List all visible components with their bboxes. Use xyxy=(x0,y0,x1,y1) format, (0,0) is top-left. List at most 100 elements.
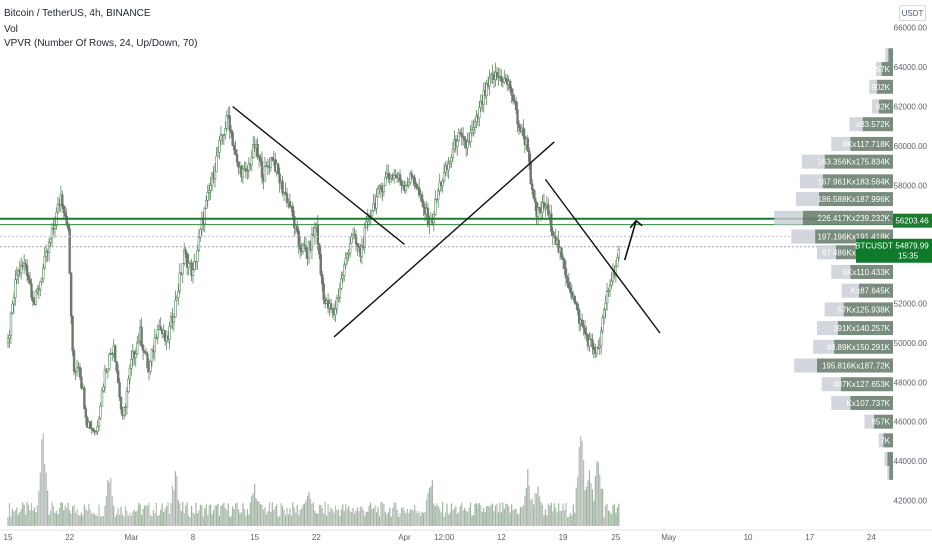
candle-body xyxy=(441,180,444,187)
volume-bar xyxy=(243,508,246,526)
candle-body xyxy=(387,173,390,178)
currency-unit-button[interactable]: USDT xyxy=(899,5,926,21)
candle-body xyxy=(316,224,320,245)
candle-body xyxy=(345,254,349,259)
volume-bar xyxy=(395,503,397,526)
volume-profile-bar xyxy=(818,192,893,207)
volume-bar xyxy=(575,487,577,526)
volume-bar xyxy=(114,516,116,526)
candle-body xyxy=(298,245,302,250)
time-axis-label: 12 xyxy=(497,533,506,542)
volume-bar xyxy=(530,500,532,526)
volume-bar xyxy=(425,499,428,526)
volume-bar xyxy=(403,511,406,526)
volume-bar xyxy=(440,512,442,526)
volume-bar xyxy=(474,503,476,526)
volume-profile-bar xyxy=(824,154,893,169)
volume-bar xyxy=(336,509,338,526)
candle-body xyxy=(335,298,339,310)
candle-body xyxy=(379,185,383,190)
candle-body xyxy=(174,299,177,318)
candle-body xyxy=(409,173,412,183)
volume-bar xyxy=(581,441,583,526)
volume-bar xyxy=(605,505,607,526)
volume-bar xyxy=(167,502,169,526)
volume-bar xyxy=(305,500,307,526)
candle-body xyxy=(61,194,64,207)
volume-bar xyxy=(540,501,542,526)
volume-bar xyxy=(221,504,223,526)
volume-bar xyxy=(556,512,558,526)
candle-body xyxy=(600,330,603,347)
volume-bar xyxy=(527,469,529,526)
volume-bar xyxy=(565,502,567,526)
price-axis-label: 62000.00 xyxy=(894,102,928,111)
volume-bar xyxy=(155,502,157,526)
volume-bar xyxy=(45,472,47,526)
candle-body xyxy=(591,339,594,348)
volume-bar xyxy=(130,515,132,526)
candle-body xyxy=(412,176,415,178)
volume-bar xyxy=(509,512,511,526)
volume-bar xyxy=(352,507,354,526)
time-axis-label: 10 xyxy=(744,533,753,542)
candle-body xyxy=(206,192,209,201)
candle-body xyxy=(207,190,211,193)
candle-body xyxy=(437,190,440,200)
volume-profile-bar xyxy=(850,136,893,151)
candle-body xyxy=(149,360,152,372)
symbol-title: Bitcoin / TetherUS, 4h, BINANCE xyxy=(4,8,151,19)
candle-body xyxy=(347,252,350,255)
candle-body xyxy=(235,153,239,163)
candle-body xyxy=(602,309,606,319)
volume-bar xyxy=(550,502,552,526)
volume-bar xyxy=(63,509,65,526)
current-price-marker xyxy=(893,238,932,263)
candle-body xyxy=(103,369,107,388)
candle-body xyxy=(89,421,92,429)
volume-bar xyxy=(48,514,50,526)
volume-bar xyxy=(301,508,303,526)
volume-profile-label: 6Kx110.433K xyxy=(843,268,891,277)
candle-body xyxy=(113,345,117,362)
volume-bar xyxy=(123,516,125,526)
candle-body xyxy=(244,168,248,172)
volume-bar xyxy=(571,515,573,526)
volume-bar xyxy=(293,507,295,526)
volume-bar xyxy=(302,504,304,526)
volume-bar xyxy=(590,482,592,526)
candle-body xyxy=(337,296,340,300)
volume-bar xyxy=(306,495,309,526)
volume-bar xyxy=(180,511,182,526)
volume-profile-bar xyxy=(887,465,890,480)
candle-body xyxy=(175,297,179,301)
volume-bar xyxy=(383,503,385,526)
volume-bar xyxy=(607,510,610,526)
volume-profile-bar xyxy=(837,321,893,336)
candle-body xyxy=(140,326,143,346)
volume-bar xyxy=(393,502,395,526)
volume-bar xyxy=(334,505,337,526)
volume-bar xyxy=(205,504,207,526)
volume-bar xyxy=(36,505,38,526)
volume-bar xyxy=(254,483,256,526)
candle-body xyxy=(14,279,17,299)
volume-bar xyxy=(358,511,360,526)
candle-body xyxy=(547,204,550,216)
candle-body xyxy=(344,257,347,266)
time-axis-label: 17 xyxy=(805,533,814,542)
candle-body xyxy=(296,225,299,232)
volume-bar xyxy=(286,507,288,526)
candle-body xyxy=(343,264,346,276)
volume-profile-bar xyxy=(875,62,882,77)
volume-bar xyxy=(418,511,420,526)
candle-body xyxy=(478,107,481,119)
candle-body xyxy=(24,263,27,266)
candle-body xyxy=(404,185,408,191)
volume-bar xyxy=(246,509,248,526)
volume-profile-bar xyxy=(884,452,888,467)
volume-profile-label: 226.417Kx239.232K xyxy=(817,214,890,223)
volume-bar xyxy=(439,508,441,526)
